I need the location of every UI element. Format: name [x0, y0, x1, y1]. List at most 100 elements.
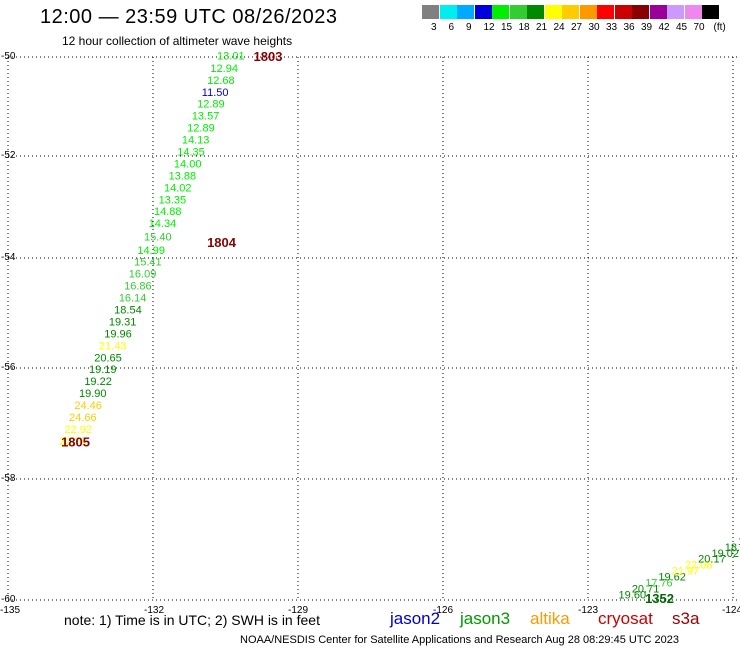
legend-swatch [422, 5, 439, 19]
page-subtitle: 12 hour collection of altimeter wave hei… [62, 34, 293, 48]
legend-swatch [544, 5, 562, 19]
y-tick-label: -56 [1, 362, 16, 373]
data-point-label: 20.71 [632, 584, 660, 596]
time-label: 1352 [645, 591, 674, 606]
data-point-label: 19.60 [619, 590, 647, 602]
data-point-label: 22.08 [685, 560, 713, 572]
legend-bin-label: 30 [588, 22, 600, 33]
legend-bin-label: 18 [518, 22, 530, 33]
data-point-label: 12.89 [197, 99, 225, 111]
time-labels: 18031804180513531352 [61, 49, 674, 606]
legend-bin-label: 15 [501, 22, 513, 33]
data-point-label: 24.46 [74, 400, 102, 412]
data-point-label: 15.41 [134, 257, 162, 269]
page-title: 12:00 — 23:59 UTC 08/26/2023 [40, 6, 338, 28]
legend-bin-label: 24 [553, 22, 565, 33]
time-label: 1805 [61, 435, 90, 450]
credit-line: NOAA/NESDIS Center for Satellite Applica… [240, 634, 680, 646]
legend-swatch [579, 5, 597, 19]
legend-bin-label: 3 [431, 22, 437, 33]
x-tick-label: -132 [144, 605, 164, 616]
data-point-label: 14.35 [177, 146, 205, 158]
data-point-label: 12.94 [210, 63, 238, 75]
legend-swatch [527, 5, 544, 19]
data-point-label: 20.17 [698, 554, 726, 566]
data-point-label: 19.22 [84, 376, 112, 388]
data-point-label: 13.57 [192, 111, 220, 123]
data-point-label: 18.54 [114, 304, 142, 316]
y-tick-label: -60 [1, 594, 16, 605]
data-point-label: 13.88 [169, 170, 197, 182]
legend-swatch [667, 5, 684, 19]
data-point-label: 14.02 [164, 182, 192, 194]
data-points: 13.0112.9412.6811.5012.8913.5712.8914.13… [59, 50, 740, 601]
y-tick-label: -50 [1, 51, 16, 62]
data-point-label: 11.50 [202, 87, 229, 99]
data-point-label: 19.96 [104, 328, 132, 340]
data-point-label: 19.31 [109, 316, 137, 328]
satellite-cryosat: cryosat [598, 609, 653, 628]
x-tick-label: -123 [578, 605, 598, 616]
time-label: 1803 [254, 49, 283, 64]
legend-bin-label: 27 [571, 22, 583, 33]
data-point-label: 12.89 [187, 123, 215, 135]
x-tick-label: -135 [0, 605, 20, 616]
data-point-label: 18.03 [725, 542, 740, 554]
data-point-label: 21.97 [672, 566, 700, 578]
satellite-s3a: s3a [672, 609, 700, 628]
footnote: note: 1) Time is in UTC; 2) SWH is in fe… [64, 612, 320, 628]
data-point-label: 14.34 [149, 218, 177, 230]
data-point-label: 14.13 [182, 135, 210, 147]
data-point-label: 19.19 [89, 364, 117, 376]
data-point-label: 18.60 [738, 536, 740, 548]
legend-bin-label: 9 [466, 22, 472, 33]
data-point-label: 16.09 [129, 269, 157, 281]
x-tick-label: -126 [433, 605, 453, 616]
data-point-label: 24.66 [69, 412, 97, 424]
legend-bin-label: 21 [536, 22, 548, 33]
legend-swatch [439, 5, 457, 19]
legend-bin-label: 70 [693, 22, 705, 33]
legend-bin-label: 42 [658, 22, 670, 33]
time-label: 1804 [207, 235, 237, 250]
legend-swatch [684, 5, 702, 19]
data-point-label: 12.68 [207, 75, 235, 87]
grid-lines [7, 56, 738, 601]
legend-bin-label: 12 [483, 22, 495, 33]
x-tick-label: -124 [722, 605, 740, 616]
data-point-label: 16.14 [119, 293, 147, 305]
legend-bin-label: 45 [676, 22, 688, 33]
data-point-label: 13.01 [217, 50, 245, 62]
data-point-label: 13.35 [159, 194, 187, 206]
data-point-label: 19.90 [79, 388, 107, 400]
legend-swatch [614, 5, 632, 19]
data-point-label: 16.86 [124, 281, 152, 293]
satellite-jason3: jason3 [460, 609, 511, 628]
axis-tick-labels: -135 -132 -129 -126 -123 -124 -50 -52 -54 -56 -58 -… [0, 51, 740, 616]
y-tick-label: -58 [1, 473, 16, 484]
legend-swatch [509, 5, 527, 19]
y-tick-label: -52 [1, 150, 16, 161]
y-tick-label: -54 [1, 252, 16, 263]
data-point-label: 14.88 [154, 206, 182, 218]
legend-swatch [632, 5, 649, 19]
legend-unit: (ft) [713, 22, 726, 33]
legend-bin-label: 6 [448, 22, 455, 33]
legend-swatch [702, 5, 719, 19]
legend-swatch [492, 5, 509, 19]
data-point-label: 15.40 [144, 232, 172, 244]
data-point-label: 19.62 [658, 572, 686, 584]
data-point-label: 14.00 [174, 158, 202, 170]
x-tick-label: -129 [288, 605, 308, 616]
legend-bin-label: 36 [623, 22, 635, 33]
satellite-altika: altika [530, 609, 570, 628]
data-point-label: 17.76 [645, 578, 673, 590]
legend-bin-label: 39 [641, 22, 653, 33]
legend-bin-label: 33 [606, 22, 618, 33]
data-point-label: 20.65 [94, 352, 122, 364]
satellite-jason2: jason2 [390, 609, 441, 628]
legend-swatch [649, 5, 667, 19]
data-point-label: 14.99 [137, 245, 165, 257]
data-point-label: 21.43 [99, 340, 127, 352]
